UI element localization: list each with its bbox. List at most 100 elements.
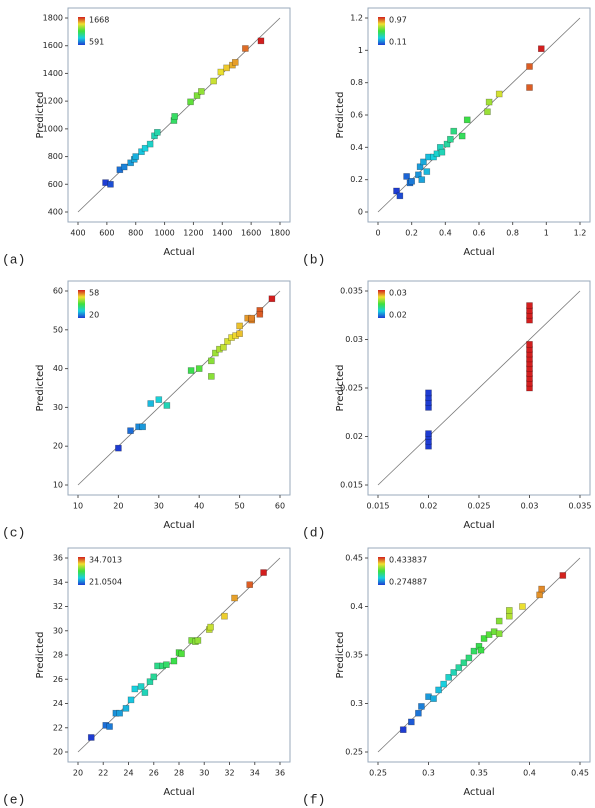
x-tick-label: 400 xyxy=(70,229,85,238)
legend-max: 0.97 xyxy=(389,16,407,25)
y-tick-label: 0.02 xyxy=(345,432,363,441)
point xyxy=(536,591,543,599)
panel-label: (e) xyxy=(2,792,25,807)
diagonal-line xyxy=(377,290,581,486)
point xyxy=(408,177,415,185)
point xyxy=(399,726,407,733)
legend-bar xyxy=(378,17,385,45)
x-tick-label: 0.3 xyxy=(422,769,435,778)
y-tick-label: 1200 xyxy=(43,97,63,106)
point xyxy=(447,135,454,143)
point xyxy=(418,703,425,710)
y-axis-title: Predicted xyxy=(35,92,46,139)
panel: 20 22 24 26 28 30 32 34 36 20 22 24 26 28 30 32 34 36 34.7… xyxy=(2,547,291,807)
panel-label: (f) xyxy=(302,792,325,807)
point xyxy=(131,685,139,693)
point xyxy=(425,389,432,397)
y-tick-label: 1800 xyxy=(43,14,63,23)
x-tick-label: 0 xyxy=(375,229,380,238)
x-tick-label: 0.4 xyxy=(439,229,452,238)
x-tick-label: 1000 xyxy=(154,229,174,238)
point xyxy=(505,607,513,614)
legend-min: 20 xyxy=(89,311,99,320)
point xyxy=(393,187,400,195)
point xyxy=(120,163,128,171)
point xyxy=(127,159,134,167)
point xyxy=(132,153,140,160)
point xyxy=(223,64,230,72)
x-axis-title: Actual xyxy=(463,247,494,258)
point xyxy=(224,338,231,345)
point xyxy=(519,603,526,610)
y-tick-label: 0.4 xyxy=(350,143,363,152)
point xyxy=(217,68,225,76)
y-axis-title: Predicted xyxy=(335,365,346,412)
y-tick-label: 0 xyxy=(358,208,363,217)
point xyxy=(198,88,205,95)
x-tick-label: 60 xyxy=(275,502,285,511)
y-tick-label: 1600 xyxy=(43,41,63,50)
y-tick-label: 0.3 xyxy=(350,699,363,708)
y-tick-label: 0.035 xyxy=(340,287,363,296)
point xyxy=(242,45,249,52)
point xyxy=(212,349,219,357)
point xyxy=(537,45,545,53)
y-tick-label: 400 xyxy=(48,208,63,217)
y-tick-label: 36 xyxy=(53,554,63,563)
point xyxy=(210,77,217,85)
legend-min: 0.11 xyxy=(389,38,407,47)
point xyxy=(526,302,533,309)
x-tick-label: 22 xyxy=(98,769,108,778)
point xyxy=(141,689,149,696)
point xyxy=(396,192,404,200)
x-tick-label: 1.2 xyxy=(574,229,587,238)
x-tick-label: 50 xyxy=(235,502,245,511)
point xyxy=(526,63,533,70)
point xyxy=(458,132,466,140)
point xyxy=(505,612,513,620)
point xyxy=(87,734,95,741)
point xyxy=(195,365,203,372)
point xyxy=(257,37,265,45)
x-tick-label: 30 xyxy=(154,502,164,511)
legend-bar xyxy=(78,557,85,585)
y-tick-label: 24 xyxy=(53,699,63,708)
point xyxy=(122,705,130,712)
point xyxy=(154,129,161,136)
point xyxy=(477,646,485,654)
x-axis-title: Actual xyxy=(163,520,194,531)
x-tick-label: 36 xyxy=(275,769,285,778)
x-tick-label: 1 xyxy=(544,229,549,238)
x-tick-label: 20 xyxy=(113,502,123,511)
point xyxy=(495,617,503,625)
point xyxy=(268,295,276,303)
point xyxy=(170,657,178,665)
x-axis-title: Actual xyxy=(463,787,494,798)
point xyxy=(495,630,503,637)
y-tick-label: 30 xyxy=(53,626,63,635)
point xyxy=(139,423,146,431)
x-tick-label: 0.025 xyxy=(468,502,491,511)
y-tick-label: 1 xyxy=(358,46,363,55)
point xyxy=(559,572,567,579)
point xyxy=(115,444,122,452)
legend-bar xyxy=(378,290,385,318)
x-tick-label: 40 xyxy=(194,502,204,511)
panel-label: (c) xyxy=(2,525,25,540)
x-tick-label: 34 xyxy=(250,769,260,778)
x-tick-label: 0.25 xyxy=(369,769,387,778)
x-tick-label: 0.35 xyxy=(470,769,488,778)
x-tick-label: 30 xyxy=(199,769,209,778)
point xyxy=(423,168,431,175)
legend-bar xyxy=(78,290,85,318)
point xyxy=(435,686,442,694)
y-tick-label: 800 xyxy=(48,152,63,161)
point xyxy=(460,659,468,667)
legend-max: 58 xyxy=(89,289,99,298)
point xyxy=(463,116,471,124)
x-tick-label: 0.2 xyxy=(405,229,418,238)
legend-bar xyxy=(378,557,385,585)
point xyxy=(450,127,458,135)
point xyxy=(415,709,422,717)
